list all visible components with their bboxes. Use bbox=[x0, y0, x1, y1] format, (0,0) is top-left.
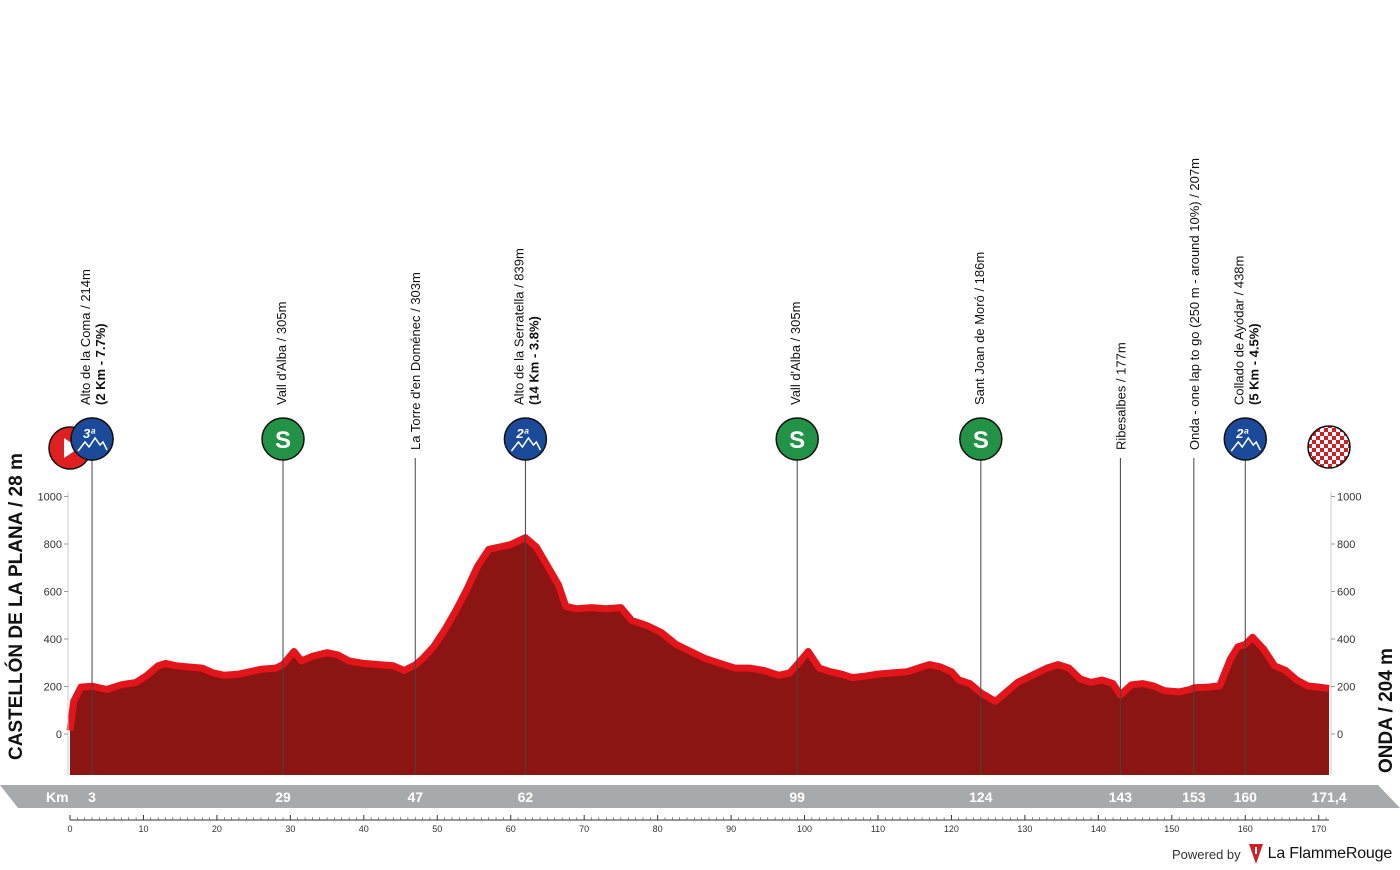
finish-title: ONDA / 204 m bbox=[1376, 648, 1397, 773]
km-marker: 99 bbox=[789, 789, 805, 805]
scale-label: 0 bbox=[67, 824, 72, 834]
poi-name-label: Collado de Ayódar / 438m bbox=[1231, 256, 1246, 405]
y-tick-label-right: 600 bbox=[1337, 587, 1355, 599]
km-marker: 29 bbox=[275, 789, 291, 805]
scale-label: 120 bbox=[944, 824, 959, 834]
km-marker: 62 bbox=[518, 789, 534, 805]
poi-name-label: La Torre d'en Doménec / 303m bbox=[408, 272, 423, 450]
brand-name: La FlammeRouge bbox=[1267, 845, 1393, 862]
kom-category-label: 2ª bbox=[1235, 426, 1249, 441]
profile-edge bbox=[66, 534, 1330, 731]
poi-name-label: Alto de la Coma / 214m bbox=[78, 269, 93, 405]
start-title: CASTELLÓN DE LA PLANA / 28 m bbox=[5, 453, 27, 760]
play-icon bbox=[64, 438, 79, 458]
mountain-peaks-icon bbox=[510, 436, 542, 452]
mountain-peaks-icon bbox=[77, 436, 108, 452]
y-tick-label-left: 800 bbox=[44, 539, 62, 551]
y-tick-label-left: 0 bbox=[56, 729, 62, 741]
start-finish-titles: CASTELLÓN DE LA PLANA / 28 m ONDA / 204 … bbox=[5, 453, 1397, 773]
km-marker: 3 bbox=[88, 789, 96, 805]
elevation-profile bbox=[66, 534, 1330, 775]
y-tick-label-right: 800 bbox=[1337, 539, 1355, 551]
y-tick-label-left: 600 bbox=[44, 587, 62, 599]
elevation-axes: 1000 1000 800 800 600 600 400 400 200 200 0 0 bbox=[38, 491, 1361, 775]
poi-name-label: Onda - one lap to go (250 m - around 10%… bbox=[1187, 158, 1202, 450]
km-marker: 47 bbox=[407, 789, 423, 805]
scale-label: 160 bbox=[1238, 824, 1253, 834]
poi-name-label: Vall d'Alba / 305m bbox=[788, 302, 803, 405]
sprint-label: S bbox=[275, 427, 291, 454]
km-marker: 160 bbox=[1234, 789, 1258, 805]
poi-name-label: Ribesalbes / 177m bbox=[1113, 342, 1128, 450]
scale-label: 100 bbox=[797, 824, 812, 834]
km-band: Km 3 29 47 62 99 124 143 153 160 171,4 bbox=[0, 785, 1400, 808]
scale-label: 70 bbox=[579, 824, 589, 834]
scale-label: 50 bbox=[432, 824, 442, 834]
scale-label: 90 bbox=[726, 824, 736, 834]
scale-label: 10 bbox=[138, 824, 148, 834]
y-tick-label-left: 200 bbox=[44, 682, 62, 694]
finish-flag-icon bbox=[1307, 425, 1351, 469]
poi-name-label: Alto de la Serratella / 839m bbox=[511, 248, 526, 405]
y-tick-label-right: 1000 bbox=[1337, 492, 1361, 504]
km-marker: 124 bbox=[969, 789, 993, 805]
sprint-label: S bbox=[973, 427, 989, 454]
kom-category-label: 2ª bbox=[515, 426, 529, 441]
y-tick-label-right: 400 bbox=[1337, 634, 1355, 646]
poi-climb-detail: (14 Km - 3.8%) bbox=[526, 316, 541, 405]
kom-category-label: 3ª bbox=[83, 426, 96, 441]
credit: Powered by La FlammeRouge bbox=[1172, 842, 1392, 866]
scale-label: 140 bbox=[1091, 824, 1106, 834]
scale-label: 150 bbox=[1164, 824, 1179, 834]
sprint-label: S bbox=[789, 427, 805, 454]
poi-name-label: Sant Joan de Moró / 186m bbox=[972, 252, 987, 405]
kom-mountain-icon bbox=[503, 417, 548, 461]
scale-label: 20 bbox=[212, 824, 222, 834]
scale-label: 30 bbox=[285, 824, 295, 834]
km-band-bar bbox=[0, 785, 1400, 808]
y-tick-label-left: 1000 bbox=[38, 492, 62, 504]
mountain-peaks-icon bbox=[1230, 436, 1261, 452]
km-scale: 0 10 20 30 40 50 60 70 80 90 100 110 120 130 140 150 160… bbox=[67, 815, 1329, 834]
scale-label: 40 bbox=[359, 824, 369, 834]
kom-mountain-icon bbox=[70, 417, 114, 461]
points-of-interest: 3ª Alto de la Coma / 214m(2 Km - 7.7%) S Va… bbox=[48, 158, 1351, 775]
poi-climb-detail: (2 Km - 7.7%) bbox=[93, 323, 108, 405]
powered-by-label: Powered by bbox=[1172, 846, 1241, 862]
scale-label: 170 bbox=[1311, 824, 1326, 834]
kom-mountain-icon bbox=[1223, 417, 1268, 461]
km-marker: 153 bbox=[1182, 789, 1206, 805]
sprint-icon bbox=[959, 417, 1003, 461]
scale-label: 80 bbox=[653, 824, 663, 834]
scale-label: 130 bbox=[1017, 824, 1032, 834]
poi-climb-detail: (5 Km - 4.5%) bbox=[1246, 323, 1261, 405]
km-total: 171,4 bbox=[1311, 789, 1346, 805]
km-band-label: Km bbox=[46, 789, 69, 805]
scale-label: 60 bbox=[506, 824, 516, 834]
poi-name-label: Vall d'Alba / 305m bbox=[274, 302, 289, 405]
flamme-rouge-icon bbox=[1248, 844, 1263, 864]
sprint-icon bbox=[261, 417, 305, 461]
y-tick-label-left: 400 bbox=[44, 634, 62, 646]
y-tick-label-right: 0 bbox=[1337, 729, 1343, 741]
scale-label: 110 bbox=[871, 824, 885, 834]
km-marker: 143 bbox=[1109, 789, 1133, 805]
y-tick-label-right: 200 bbox=[1337, 682, 1355, 694]
sprint-icon bbox=[775, 417, 819, 461]
